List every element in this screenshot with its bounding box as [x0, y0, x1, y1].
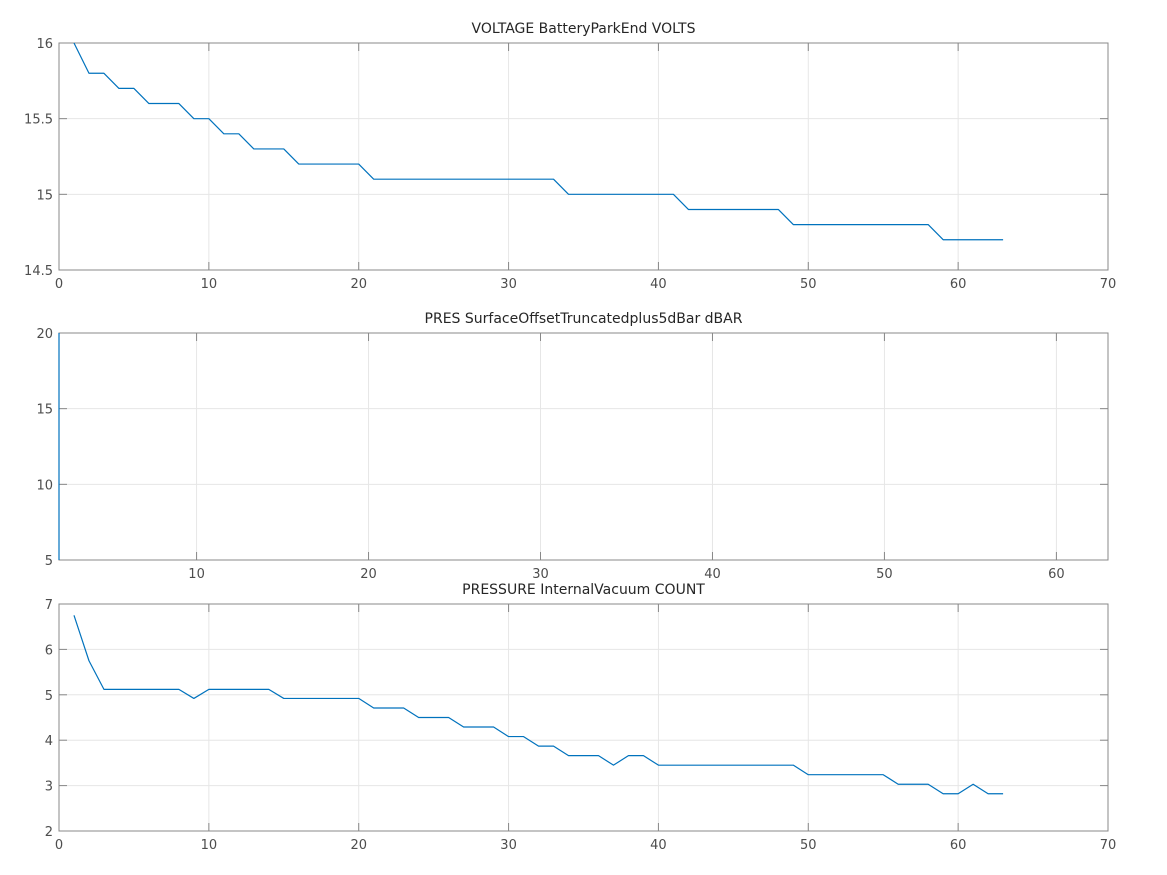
x-tick-label: 50	[876, 567, 893, 582]
y-tick-label: 20	[36, 327, 53, 342]
y-tick-label: 14.5	[24, 264, 53, 279]
x-tick-label: 20	[350, 838, 367, 853]
series-line	[73, 615, 1004, 795]
plot-frame	[58, 332, 1109, 561]
y-tick-label: 6	[45, 643, 53, 658]
x-tick-label: 30	[500, 277, 517, 292]
chart-title: VOLTAGE BatteryParkEnd VOLTS	[472, 21, 696, 37]
y-tick-label: 4	[45, 734, 53, 749]
x-tick-label: 10	[201, 277, 218, 292]
y-tick-label: 5	[45, 689, 53, 704]
x-tick-label: 40	[704, 567, 721, 582]
y-tick-label: 15	[36, 188, 53, 203]
chart-3: 0 10 20 30 40 50 60 70 2 3 4 5 6 7 PRESSURE InternalVa…	[45, 582, 1117, 853]
plot-frame	[58, 603, 1109, 832]
x-tick-label: 20	[350, 277, 367, 292]
chart-1: 0 10 20 30 40 50 60 70 14.5 15 15.5 16 VOLTAGE Batte…	[24, 21, 1116, 292]
x-tick-label: 10	[201, 838, 218, 853]
x-tick-label: 70	[1100, 838, 1117, 853]
x-tick-label: 30	[500, 838, 517, 853]
y-tick-label: 15	[36, 403, 53, 418]
x-tick-label: 10	[188, 567, 205, 582]
y-tick-label: 2	[45, 825, 53, 840]
x-tick-label: 70	[1100, 277, 1117, 292]
plot-frame	[58, 42, 1109, 271]
x-tick-label: 60	[950, 838, 967, 853]
x-tick-label: 60	[1048, 567, 1065, 582]
x-tick-label: 50	[800, 277, 817, 292]
chart-title: PRESSURE InternalVacuum COUNT	[462, 582, 705, 598]
series-line	[73, 42, 1004, 241]
y-tick-label: 16	[36, 37, 53, 52]
y-tick-label: 7	[45, 598, 53, 613]
x-tick-label: 60	[950, 277, 967, 292]
y-tick-label: 15.5	[24, 113, 53, 128]
x-tick-label: 40	[650, 277, 667, 292]
y-tick-label: 10	[36, 478, 53, 493]
x-tick-label: 0	[55, 277, 63, 292]
x-tick-label: 30	[532, 567, 549, 582]
y-tick-label: 5	[45, 554, 53, 569]
x-tick-label: 0	[55, 838, 63, 853]
x-tick-label: 40	[650, 838, 667, 853]
x-tick-label: 20	[360, 567, 377, 582]
x-tick-label: 50	[800, 838, 817, 853]
y-tick-label: 3	[45, 780, 53, 795]
chart-title: PRES SurfaceOffsetTruncatedplus5dBar dBA…	[425, 311, 743, 327]
chart-2: 10 20 30 40 50 60 5 10 15 20 PRES SurfaceOffsetTru…	[36, 311, 1109, 582]
